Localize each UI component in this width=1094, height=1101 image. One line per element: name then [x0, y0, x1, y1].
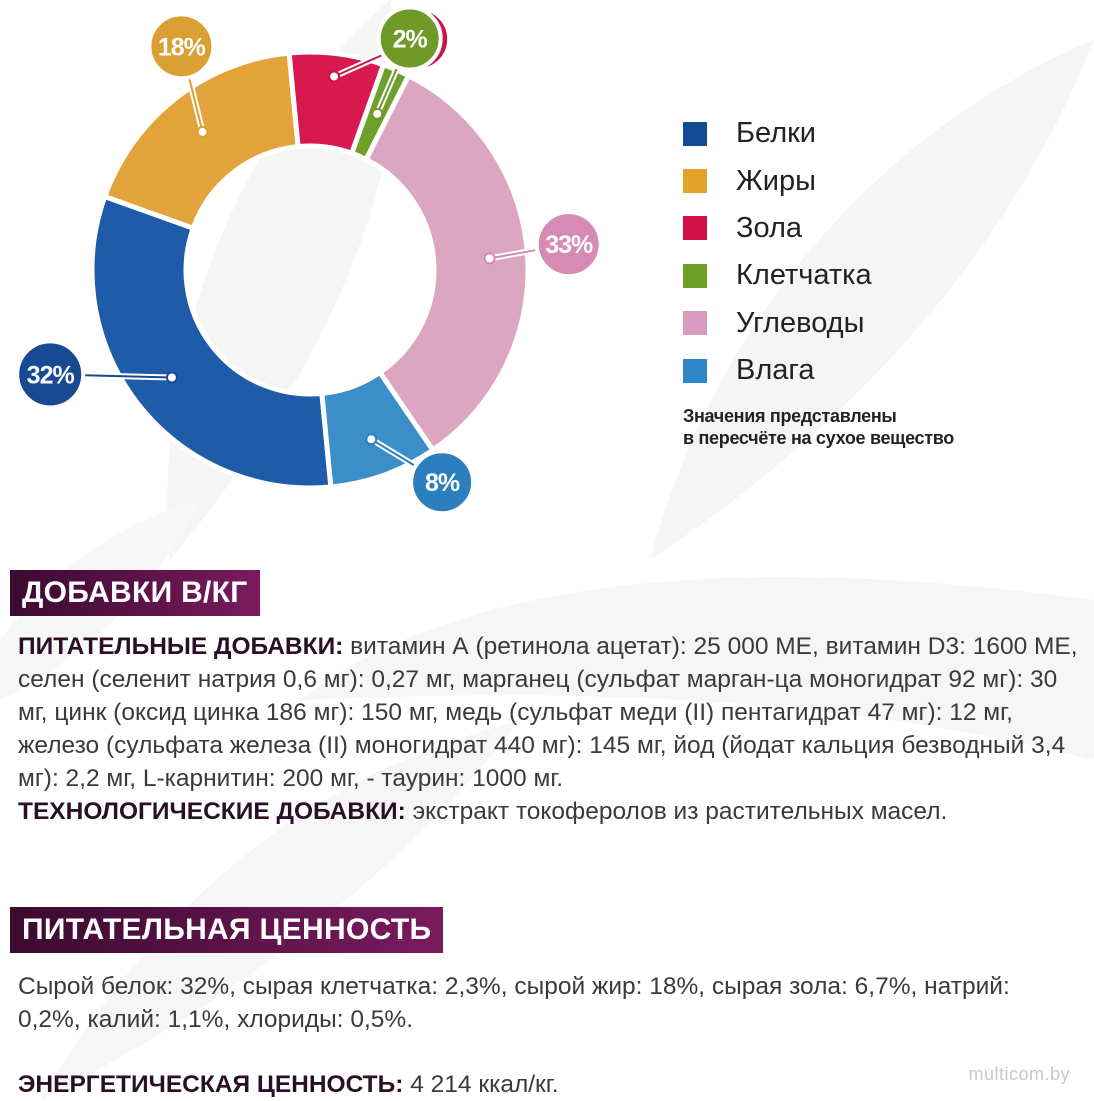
chart-note-line: Значения представлены [683, 406, 897, 426]
technological-additives-text: экстракт токоферолов из растительных мас… [405, 798, 948, 825]
legend-label: Углеводы [736, 306, 865, 339]
technological-additives-label: ТЕХНОЛОГИЧЕСКИЕ ДОБАВКИ: [18, 798, 406, 825]
connector-dot-fiber [371, 107, 384, 120]
donut-slice-carbohydrates [362, 72, 531, 454]
legend-item-ash: Зола [683, 205, 872, 252]
connector-dot-carbohydrates [483, 252, 496, 265]
donut-slice-protein [89, 193, 334, 491]
chart-legend: Белки Жиры Зола Клетчатка Углеводы Влага [683, 110, 872, 394]
connector-dot-ash [328, 70, 341, 83]
legend-label: Зола [736, 211, 803, 244]
value-label-fat: 18% [158, 33, 206, 61]
legend-label: Жиры [736, 164, 816, 197]
legend-swatch [683, 216, 707, 241]
legend-item-moisture: Влага [683, 347, 872, 394]
legend-label: Влага [736, 354, 815, 387]
value-badge-protein [15, 339, 86, 410]
nutrition-section-header: ПИТАТЕЛЬНАЯ ЦЕННОСТЬ [10, 907, 444, 953]
value-label-moisture: 8% [425, 469, 460, 497]
connector-dot-fat [196, 125, 209, 138]
chart-note-line: в пересчёте на сухое вещество [683, 428, 954, 448]
nutritional-additives-label: ПИТАТЕЛЬНЫЕ ДОБАВКИ: [18, 633, 344, 660]
chart-note: Значения представлены в пересчёте на сух… [683, 405, 1023, 449]
legend-item-carbohydrates: Углеводы [683, 300, 872, 347]
legend-item-fat: Жиры [683, 157, 872, 204]
legend-item-fiber: Клетчатка [683, 252, 872, 299]
nutritional-additives-text: витамин А (ретинола ацетат): 25 000 МЕ, … [18, 633, 1078, 792]
legend-label: Клетчатка [736, 259, 872, 292]
legend-swatch [683, 358, 707, 383]
additives-section-header: ДОБАВКИ В/КГ [10, 570, 260, 616]
connector-dot-protein [165, 371, 178, 384]
legend-item-protein: Белки [683, 110, 872, 157]
value-badge-fiber [376, 5, 443, 72]
nutrition-text: Сырой белок: 32%, сырая клетчатка: 2,3%,… [18, 973, 1010, 1033]
legend-swatch [683, 311, 707, 336]
value-label-carbohydrates: 33% [545, 231, 593, 259]
value-badge-carbohydrates [534, 210, 603, 279]
value-label-protein: 32% [27, 361, 75, 389]
additives-text: ПИТАТЕЛЬНЫЕ ДОБАВКИ: витамин А (ретинола… [18, 630, 1078, 828]
energy-value-line: ЭНЕРГЕТИЧЕСКАЯ ЦЕННОСТЬ: 4 214 ккал/кг. [18, 1068, 1018, 1101]
legend-label: Белки [736, 117, 817, 150]
value-badge-moisture [409, 449, 476, 516]
legend-swatch [683, 263, 707, 288]
energy-label: ЭНЕРГЕТИЧЕСКАЯ ЦЕННОСТЬ: [18, 1071, 404, 1098]
energy-value: 4 214 ккал/кг. [403, 1071, 559, 1098]
donut-chart: 32%18%7%2%33%8% [15, 5, 603, 516]
legend-swatch [683, 169, 707, 194]
value-badge-fat [147, 12, 216, 81]
connector-dot-moisture [365, 433, 378, 446]
donut-slice-fat [101, 50, 301, 232]
value-label-fiber: 2% [393, 26, 428, 54]
legend-swatch [683, 121, 707, 146]
watermark: multicom.by [968, 1064, 1070, 1084]
